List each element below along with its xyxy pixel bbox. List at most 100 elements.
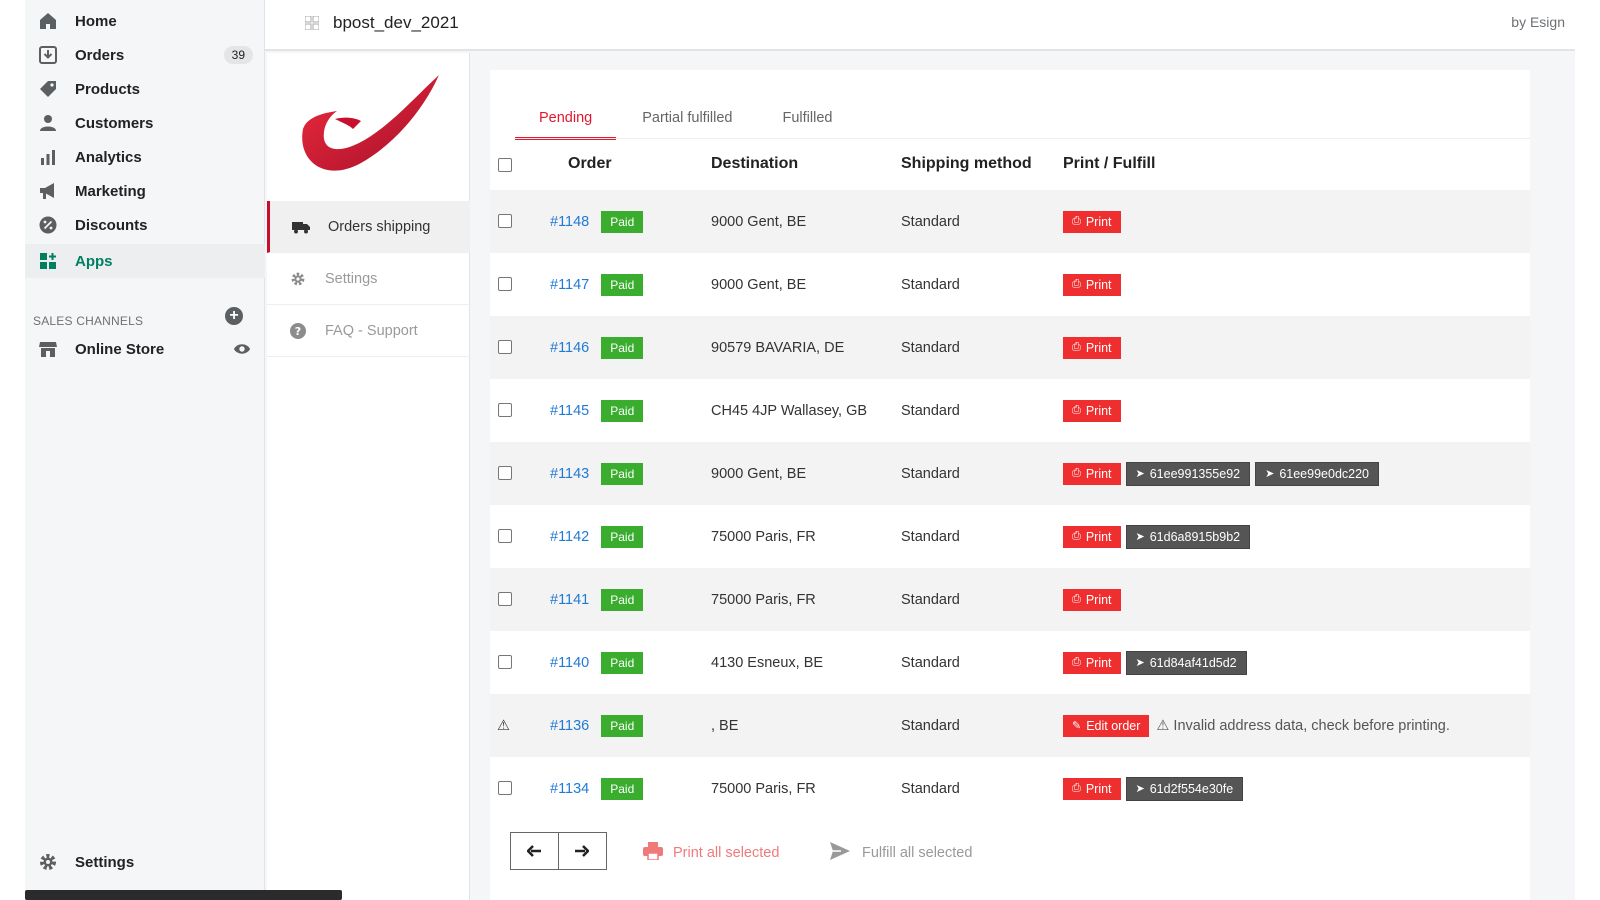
- order-cell: #1143 Paid: [550, 442, 644, 505]
- table-row: #1148 Paid 9000 Gent, BE Standard ⎙ Prin…: [490, 190, 1530, 253]
- tab-partial-fulfilled[interactable]: Partial fulfilled: [642, 110, 733, 126]
- apps-icon: [37, 250, 59, 272]
- print-button[interactable]: ⎙ Print: [1063, 399, 1121, 422]
- developer-credit[interactable]: by Esign: [1511, 14, 1565, 30]
- nav-item-customers[interactable]: Customers: [25, 106, 265, 140]
- tab-pending[interactable]: Pending: [515, 100, 617, 140]
- nav-label: Settings: [75, 853, 135, 871]
- destination-cell: , BE: [711, 717, 739, 734]
- status-badge: Paid: [601, 525, 644, 548]
- order-link[interactable]: #1146: [550, 339, 590, 356]
- table-footer: Print all selected Fulfill all selected: [490, 820, 1530, 900]
- svg-text:?: ?: [295, 325, 301, 338]
- nav-item-marketing[interactable]: Marketing: [25, 174, 265, 208]
- order-link[interactable]: #1136: [550, 717, 590, 734]
- nav-item-orders[interactable]: Orders 39: [25, 38, 265, 72]
- warning-icon: ⚠: [1156, 717, 1170, 734]
- table-header: Order Destination Shipping method Print …: [490, 140, 1530, 190]
- prev-page-button[interactable]: [511, 833, 559, 869]
- warning-icon: ⚠: [497, 717, 510, 734]
- tab-fulfilled[interactable]: Fulfilled: [782, 110, 833, 126]
- order-cell: #1148 Paid: [550, 190, 644, 253]
- order-link[interactable]: #1134: [550, 780, 590, 797]
- actions-cell: ⎙ Print ➤ 61d84af41d5d2: [1063, 631, 1252, 694]
- print-button[interactable]: ⎙ Print: [1063, 525, 1121, 548]
- order-link[interactable]: #1143: [550, 465, 590, 482]
- destination-cell: 75000 Paris, FR: [711, 591, 816, 608]
- row-checkbox[interactable]: [498, 340, 512, 354]
- tracking-fulfill-button[interactable]: ➤ 61ee99e0dc220: [1255, 461, 1380, 486]
- nav-item-online-store[interactable]: Online Store: [25, 332, 265, 366]
- person-icon: [37, 112, 59, 134]
- side-item-faq-support[interactable]: ? FAQ - Support: [267, 305, 470, 357]
- side-item-settings[interactable]: Settings: [267, 253, 470, 305]
- print-button[interactable]: ⎙ Print: [1063, 336, 1121, 359]
- print-button[interactable]: ⎙ Print: [1063, 777, 1121, 800]
- row-checkbox[interactable]: [498, 214, 512, 228]
- tag-icon: [37, 78, 59, 100]
- tracking-fulfill-button[interactable]: ➤ 61d6a8915b9b2: [1125, 524, 1251, 549]
- question-icon: ?: [289, 322, 307, 340]
- order-link[interactable]: #1147: [550, 276, 590, 293]
- tracking-fulfill-button[interactable]: ➤ 61d2f554e30fe: [1125, 776, 1244, 801]
- tracking-fulfill-button[interactable]: ➤ 61ee991355e92: [1125, 461, 1251, 486]
- orders-count-badge: 39: [223, 46, 253, 64]
- side-item-orders-shipping[interactable]: Orders shipping: [267, 201, 470, 253]
- send-icon: ➤: [1135, 783, 1145, 795]
- status-badge: Paid: [601, 651, 644, 674]
- nav-item-home[interactable]: Home: [25, 4, 265, 38]
- orders-icon: [37, 44, 59, 66]
- nav-label: Home: [75, 12, 117, 30]
- gear-icon: [289, 270, 307, 288]
- row-checkbox[interactable]: [498, 403, 512, 417]
- nav-label: Orders: [75, 46, 125, 64]
- add-channel-icon[interactable]: +: [225, 307, 243, 325]
- row-checkbox[interactable]: [498, 655, 512, 669]
- order-link[interactable]: #1142: [550, 528, 590, 545]
- nav-item-settings[interactable]: Settings: [25, 845, 265, 879]
- truck-icon: [292, 218, 310, 236]
- print-button[interactable]: ⎙ Print: [1063, 651, 1121, 674]
- print-button[interactable]: ⎙ Print: [1063, 210, 1121, 233]
- fulfill-all-selected-button[interactable]: Fulfill all selected: [830, 842, 972, 864]
- nav-item-products[interactable]: Products: [25, 72, 265, 106]
- action-label: Edit order: [1086, 718, 1141, 733]
- print-button[interactable]: ⎙ Print: [1063, 588, 1121, 611]
- destination-cell: 75000 Paris, FR: [711, 780, 816, 797]
- destination-cell: 9000 Gent, BE: [711, 213, 807, 230]
- nav-item-analytics[interactable]: Analytics: [25, 140, 265, 174]
- edit-order-button[interactable]: ✎ Edit order: [1063, 714, 1150, 737]
- print-button[interactable]: ⎙ Print: [1063, 273, 1121, 296]
- destination-cell: 9000 Gent, BE: [711, 276, 807, 293]
- row-checkbox[interactable]: [498, 466, 512, 480]
- shipping-cell: Standard: [901, 717, 960, 734]
- status-badge: Paid: [601, 462, 644, 485]
- actions-cell: ⎙ Print: [1063, 253, 1126, 316]
- store-icon: [37, 338, 59, 360]
- row-checkbox[interactable]: [498, 277, 512, 291]
- order-link[interactable]: #1140: [550, 654, 590, 671]
- tracking-fulfill-button[interactable]: ➤ 61d84af41d5d2: [1125, 650, 1247, 675]
- action-label: Print: [1085, 277, 1112, 292]
- order-link[interactable]: #1145: [550, 402, 590, 419]
- next-page-button[interactable]: [559, 833, 607, 869]
- actions-cell: ⎙ Print: [1063, 379, 1126, 442]
- print-all-selected-button[interactable]: Print all selected: [643, 842, 779, 864]
- order-link[interactable]: #1141: [550, 591, 590, 608]
- row-checkbox[interactable]: [498, 781, 512, 795]
- discount-icon: [37, 214, 59, 236]
- row-checkbox[interactable]: [498, 529, 512, 543]
- order-link[interactable]: #1148: [550, 213, 590, 230]
- table-row: #1142 Paid 75000 Paris, FR Standard ⎙ Pr…: [490, 505, 1530, 568]
- send-icon: ➤: [1135, 531, 1145, 543]
- select-all-checkbox[interactable]: [498, 158, 512, 172]
- pagination: [510, 832, 607, 870]
- print-button[interactable]: ⎙ Print: [1063, 462, 1121, 485]
- print-all-label: Print all selected: [673, 845, 780, 861]
- eye-icon[interactable]: [233, 340, 251, 358]
- status-badge: Paid: [601, 210, 644, 233]
- row-checkbox[interactable]: [498, 592, 512, 606]
- action-label: Print: [1085, 529, 1112, 544]
- nav-item-apps[interactable]: Apps: [25, 244, 265, 278]
- nav-item-discounts[interactable]: Discounts: [25, 208, 265, 242]
